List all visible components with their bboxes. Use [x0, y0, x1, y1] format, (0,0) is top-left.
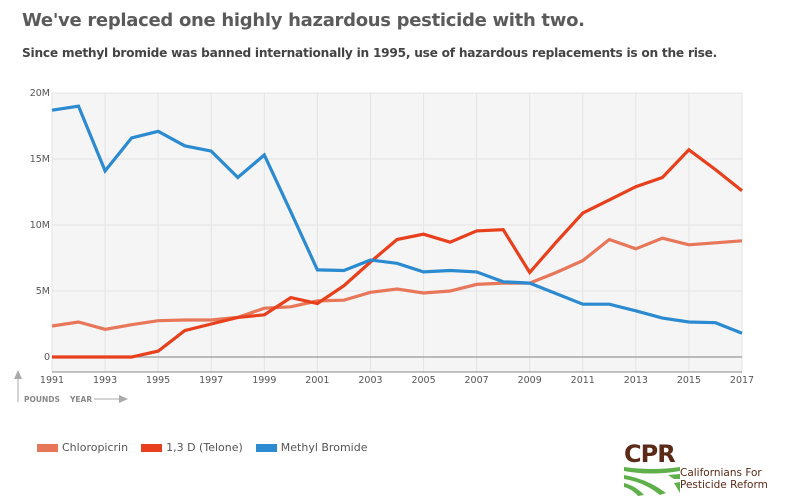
x-tick-label: 2007: [465, 375, 489, 386]
x-tick-label: 2009: [518, 375, 542, 386]
legend-swatch: [255, 443, 277, 452]
x-tick-label: 1993: [93, 375, 117, 386]
plot-area: [52, 93, 742, 372]
y-tick-label: 10M: [30, 220, 50, 231]
series-lines: [51, 104, 743, 359]
logo-field-rows-icon: [624, 467, 680, 496]
chart-subtitle: Since methyl bromide was banned internat…: [22, 46, 718, 60]
gridlines: [51, 92, 743, 373]
y-tick-label: 0: [44, 352, 50, 363]
x-tick-label: 2001: [305, 375, 329, 386]
x-tick-label: 2017: [730, 375, 754, 386]
legend-item-methyl-bromide[interactable]: Methyl Bromide: [255, 441, 368, 454]
x-tick-label: 1995: [146, 375, 170, 386]
y-tick-label: 20M: [30, 88, 50, 99]
legend-label: 1,3 D (Telone): [166, 441, 243, 454]
cpr-logo: CPR Californians For Pesticide Reform: [622, 440, 792, 496]
logo-line2: Pesticide Reform: [680, 479, 768, 491]
y-tick-label: 5M: [36, 286, 50, 297]
legend: Chloropicrin 1,3 D (Telone) Methyl Bromi…: [37, 441, 380, 454]
series-line-methyl-bromide[interactable]: [51, 104, 743, 335]
series-line-chloropicrin[interactable]: [51, 236, 743, 331]
y-tick-label: 15M: [30, 154, 50, 165]
x-tick-label: 2015: [677, 375, 701, 386]
axis-hints: POUNDS YEAR: [14, 370, 128, 404]
year-arrow-head-icon: [119, 395, 128, 403]
x-axis: 1991 1993 1995 1997 1999 2001 2003 2005 2007 2009…: [40, 375, 754, 386]
x-tick-label: 2003: [358, 375, 382, 386]
logo-text: Californians For Pesticide Reform: [680, 467, 768, 491]
x-tick-label: 1997: [199, 375, 223, 386]
y-axis: 0 5M 10M 15M 20M: [30, 88, 50, 363]
logo-abbrev: CPR: [624, 440, 676, 468]
legend-item-chloropicrin[interactable]: Chloropicrin: [37, 441, 128, 454]
x-tick-label: 2011: [571, 375, 595, 386]
legend-label: Chloropicrin: [62, 441, 129, 454]
series-line-1-3-d-telone[interactable]: [52, 147, 743, 359]
logo-line1: Californians For: [680, 467, 762, 479]
x-tick-label: 2013: [624, 375, 648, 386]
line-chart: 0 5M 10M 15M 20M 1991 1993 1995 1997 1999 2001 200…: [14, 88, 754, 404]
x-tick-label: 1999: [252, 375, 276, 386]
x-axis-hint: YEAR: [69, 395, 92, 404]
pounds-arrow-head-icon: [14, 370, 22, 379]
legend-swatch: [37, 443, 58, 452]
legend-item-telone[interactable]: 1,3 D (Telone): [141, 441, 243, 454]
x-tick-label: 2005: [411, 375, 435, 386]
chart-title: We've replaced one highly hazardous pest…: [22, 10, 585, 31]
legend-swatch: [141, 443, 163, 452]
legend-label: Methyl Bromide: [280, 441, 368, 454]
x-tick-label: 1991: [40, 375, 64, 386]
y-axis-hint: POUNDS: [24, 395, 60, 404]
